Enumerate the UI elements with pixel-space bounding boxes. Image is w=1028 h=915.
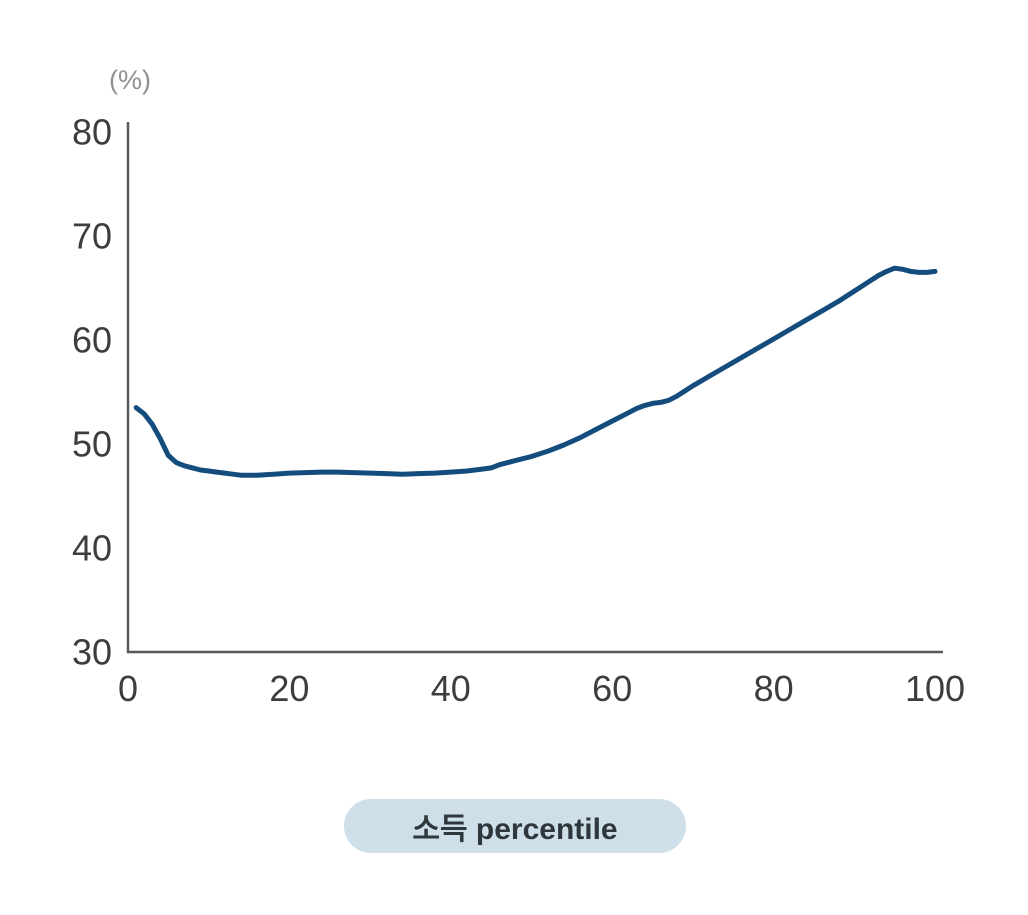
- y-tick-label-70: 70: [72, 216, 112, 257]
- y-tick-label-60: 60: [72, 320, 112, 361]
- series-line: [133, 265, 938, 478]
- y-tick-label-80: 80: [72, 112, 112, 153]
- x-tick-label-20: 20: [269, 668, 309, 709]
- x-axis-label-pill: 소득 percentile: [344, 799, 686, 853]
- x-tick-label-0: 0: [118, 668, 138, 709]
- y-tick-label-30: 30: [72, 632, 112, 673]
- x-axis-tick-labels: 0 20 40 60 80 100: [118, 668, 965, 709]
- x-tick-label-40: 40: [431, 668, 471, 709]
- x-tick-label-100: 100: [905, 668, 965, 709]
- x-tick-label-60: 60: [592, 668, 632, 709]
- x-axis-label: 소득 percentile: [412, 813, 618, 846]
- y-axis-unit-label: (%): [109, 65, 151, 95]
- y-tick-label-50: 50: [72, 424, 112, 465]
- y-tick-label-40: 40: [72, 528, 112, 569]
- x-tick-label-80: 80: [754, 668, 794, 709]
- y-axis-tick-labels: 30 40 50 60 70 80: [72, 112, 112, 673]
